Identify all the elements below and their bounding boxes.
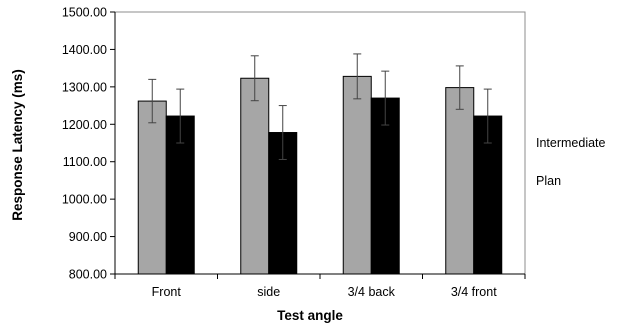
y-tick-label: 1200.00 [62, 118, 107, 132]
x-tick-label: 3/4 front [451, 285, 497, 299]
y-tick-label: 1400.00 [62, 43, 107, 57]
bar [445, 87, 475, 275]
bars [137, 75, 503, 275]
x-tick-label: 3/4 back [348, 285, 396, 299]
y-tick-label: 800.00 [69, 268, 107, 282]
y-tick-label: 1000.00 [62, 193, 107, 207]
x-tick-label: Front [152, 285, 182, 299]
y-axis-ticks: 800.00 900.00 1000.00 1100.00 1200.00 1300.00… [62, 6, 115, 282]
y-tick-label: 1500.00 [62, 6, 107, 20]
x-tick-label: side [257, 285, 280, 299]
y-tick-label: 1300.00 [62, 80, 107, 94]
bar [342, 75, 372, 275]
x-axis-title: Test angle [277, 308, 343, 323]
y-axis-title: Response Latency (ms) [10, 69, 25, 221]
error-bars [148, 53, 492, 160]
bar [137, 100, 167, 275]
bar [240, 77, 270, 275]
y-tick-label: 1100.00 [63, 155, 107, 169]
y-tick-label: 900.00 [69, 230, 107, 244]
legend: Intermediate Plan [536, 136, 606, 188]
bar [370, 97, 400, 275]
x-axis-ticks: Front side 3/4 back 3/4 front [114, 274, 526, 299]
legend-label-plan: Plan [536, 174, 561, 188]
legend-label-intermediate: Intermediate [536, 136, 606, 150]
